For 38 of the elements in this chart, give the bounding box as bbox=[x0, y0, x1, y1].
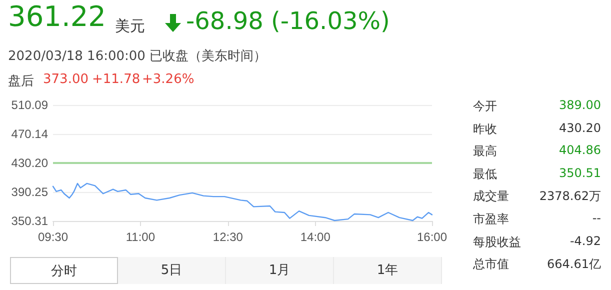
text: -- bbox=[592, 211, 601, 225]
text: 最高 bbox=[473, 143, 497, 160]
text: 市盈率 bbox=[473, 211, 509, 228]
text: 今开 bbox=[473, 98, 497, 115]
y-tick-label: 470.14 bbox=[11, 127, 48, 142]
x-tick-label: 16:00 bbox=[416, 230, 448, 244]
text: 2020/03/18 16:00:00 已收盘（美东时间） bbox=[8, 48, 267, 65]
text: 350.51 bbox=[559, 166, 601, 180]
text: 373.00 bbox=[43, 72, 88, 87]
text: 430.20 bbox=[559, 120, 601, 135]
chart-title: 361.22 bbox=[8, 0, 106, 33]
x-tick-label: 09:30 bbox=[38, 230, 68, 244]
text: 每股收益 bbox=[473, 234, 521, 251]
text: +11.78 bbox=[92, 72, 140, 87]
text: 664.61亿 bbox=[547, 256, 601, 274]
text: 最低 bbox=[473, 166, 497, 183]
text: 2378.62万 bbox=[539, 188, 601, 206]
x-tick-label: 11:00 bbox=[126, 230, 156, 244]
text: 404.86 bbox=[559, 143, 601, 158]
text: 美元 bbox=[115, 17, 145, 36]
y-tick-label: 390.25 bbox=[11, 185, 48, 200]
text: 成交量 bbox=[473, 188, 509, 206]
text: 1月 bbox=[226, 257, 334, 284]
y-tick-label: 350.31 bbox=[11, 214, 48, 228]
y-tick-label: 430.20 bbox=[11, 156, 48, 170]
text: 1年 bbox=[334, 257, 442, 284]
x-tick-label: 12:30 bbox=[212, 230, 244, 244]
text: 分时 bbox=[10, 257, 118, 284]
text: 5日 bbox=[118, 257, 226, 284]
text: -68.98 (-16.03%) bbox=[186, 7, 390, 35]
text: +3.26% bbox=[142, 72, 194, 87]
text: -4.92 bbox=[570, 234, 601, 248]
text: 昨收 bbox=[473, 120, 497, 138]
x-tick-label: 14:00 bbox=[300, 230, 331, 244]
y-tick-label: 510.09 bbox=[11, 98, 48, 112]
text: 总市值 bbox=[473, 256, 509, 274]
text: 盘后 bbox=[8, 73, 34, 90]
text: 389.00 bbox=[559, 98, 601, 112]
